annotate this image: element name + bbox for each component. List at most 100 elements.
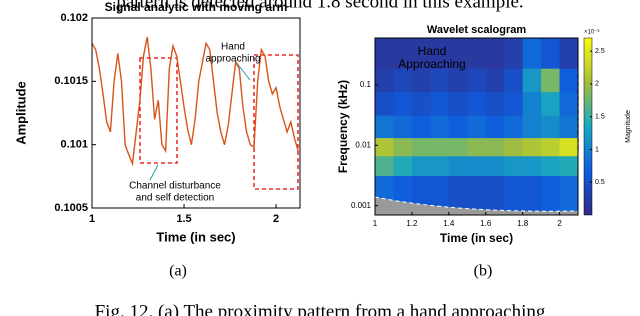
heat-cell <box>559 155 579 176</box>
heat-cell <box>522 68 542 93</box>
x-tick-label: 1.4 <box>443 219 455 228</box>
heat-cell <box>541 137 561 157</box>
heat-cell <box>522 137 542 157</box>
heat-cell <box>375 91 394 116</box>
heat-cell <box>411 115 431 139</box>
colorbar-tick-label: 2 <box>595 81 599 88</box>
heat-cell <box>375 155 394 176</box>
x-tick-label: 1.5 <box>176 213 191 225</box>
annotation: and self detection <box>136 193 214 204</box>
plot-frame <box>91 17 301 209</box>
heat-cell <box>430 137 450 157</box>
x-tick-label: 2 <box>273 213 279 225</box>
heat-cell <box>541 38 561 69</box>
y-tick-label: 0.101 <box>60 139 88 151</box>
heat-cell <box>467 91 487 116</box>
heat-cell <box>467 38 487 69</box>
heat-cell <box>522 38 542 69</box>
heat-cell <box>485 155 505 176</box>
heat-cell <box>448 137 468 157</box>
y-tick-label: 0.001 <box>351 201 372 210</box>
heat-cell <box>522 155 542 176</box>
heat-cell <box>393 68 413 93</box>
x-tick-label: 1.2 <box>406 219 418 228</box>
heat-cell <box>504 137 524 157</box>
heat-cell <box>541 175 561 216</box>
x-tick-label: 1 <box>373 219 378 228</box>
heat-cell <box>393 137 413 157</box>
heat-cell <box>430 91 450 116</box>
heat-cell <box>541 115 561 139</box>
x-tick-label: 1 <box>89 213 95 225</box>
colorbar-tick-label: 2.5 <box>595 48 605 55</box>
y-axis-label: Amplitude <box>13 81 28 145</box>
heat-cell <box>467 115 487 139</box>
heat-cell <box>504 175 524 216</box>
x-tick-label: 2 <box>557 219 562 228</box>
annotation: Hand <box>418 44 447 58</box>
heat-cell <box>393 115 413 139</box>
x-axis-label: Time (in sec) <box>440 231 513 245</box>
heat-cell <box>485 115 505 139</box>
plot-frame <box>374 37 579 216</box>
y-tick-label: 0.1005 <box>54 202 88 214</box>
heat-cell <box>393 38 413 69</box>
heat-cell <box>522 91 542 116</box>
heat-cell <box>393 155 413 176</box>
chart-title: Wavelet scalogram <box>427 24 526 36</box>
heat-cell <box>448 68 468 93</box>
heat-cell <box>522 115 542 139</box>
x-tick-label: 1.6 <box>480 219 492 228</box>
heat-cell <box>393 91 413 116</box>
heat-cell <box>411 137 431 157</box>
colorbar-tick-label: 1 <box>595 146 599 153</box>
heat-cell <box>504 115 524 139</box>
subcaption: (a) <box>169 263 187 280</box>
heat-cell <box>467 175 487 216</box>
line-series <box>91 36 299 167</box>
x-tick-label: 1.8 <box>517 219 529 228</box>
heat-cell <box>541 68 561 93</box>
heat-cell <box>430 115 450 139</box>
heat-cell <box>375 68 394 93</box>
heat-cell <box>448 91 468 116</box>
heat-cell <box>559 115 579 139</box>
heat-cell <box>485 38 505 69</box>
heat-cell <box>411 38 431 69</box>
annotation: Hand <box>221 42 245 53</box>
heat-cell <box>559 38 579 69</box>
colorbar-tick-label: 0.5 <box>595 179 605 186</box>
heat-cell <box>485 175 505 216</box>
heat-cell <box>411 91 431 116</box>
colorbar-tick-label: 1.5 <box>595 114 605 121</box>
heat-cell <box>485 91 505 116</box>
heat-cell <box>504 68 524 93</box>
heat-cell <box>559 137 579 157</box>
heat-cell <box>504 91 524 116</box>
heat-cell <box>504 38 524 69</box>
y-tick-label: 0.102 <box>60 12 88 24</box>
heat-cell <box>430 68 450 93</box>
heat-cell <box>375 115 394 139</box>
highlight-box <box>139 57 178 164</box>
arrow <box>149 164 159 181</box>
heat-cell <box>485 68 505 93</box>
heat-cell <box>559 68 579 93</box>
heat-cell <box>430 175 450 216</box>
heat-cell <box>467 155 487 176</box>
heat-cell <box>448 175 468 216</box>
heat-cell <box>522 175 542 216</box>
heat-cell <box>559 175 579 216</box>
heat-cell <box>448 155 468 176</box>
heat-cell <box>541 91 561 116</box>
colorbar <box>583 37 593 216</box>
highlight-box <box>253 54 299 190</box>
heat-cell <box>467 137 487 157</box>
heat-cell <box>541 155 561 176</box>
heat-cell <box>504 155 524 176</box>
annotation: Approaching <box>398 57 465 71</box>
annotation: Channel disturbance <box>129 181 221 192</box>
figure-caption: Fig. 12. (a) The proximity pattern from … <box>95 301 546 316</box>
subcaption: (b) <box>474 263 493 280</box>
colorbar-label: Magnitude <box>625 110 632 143</box>
